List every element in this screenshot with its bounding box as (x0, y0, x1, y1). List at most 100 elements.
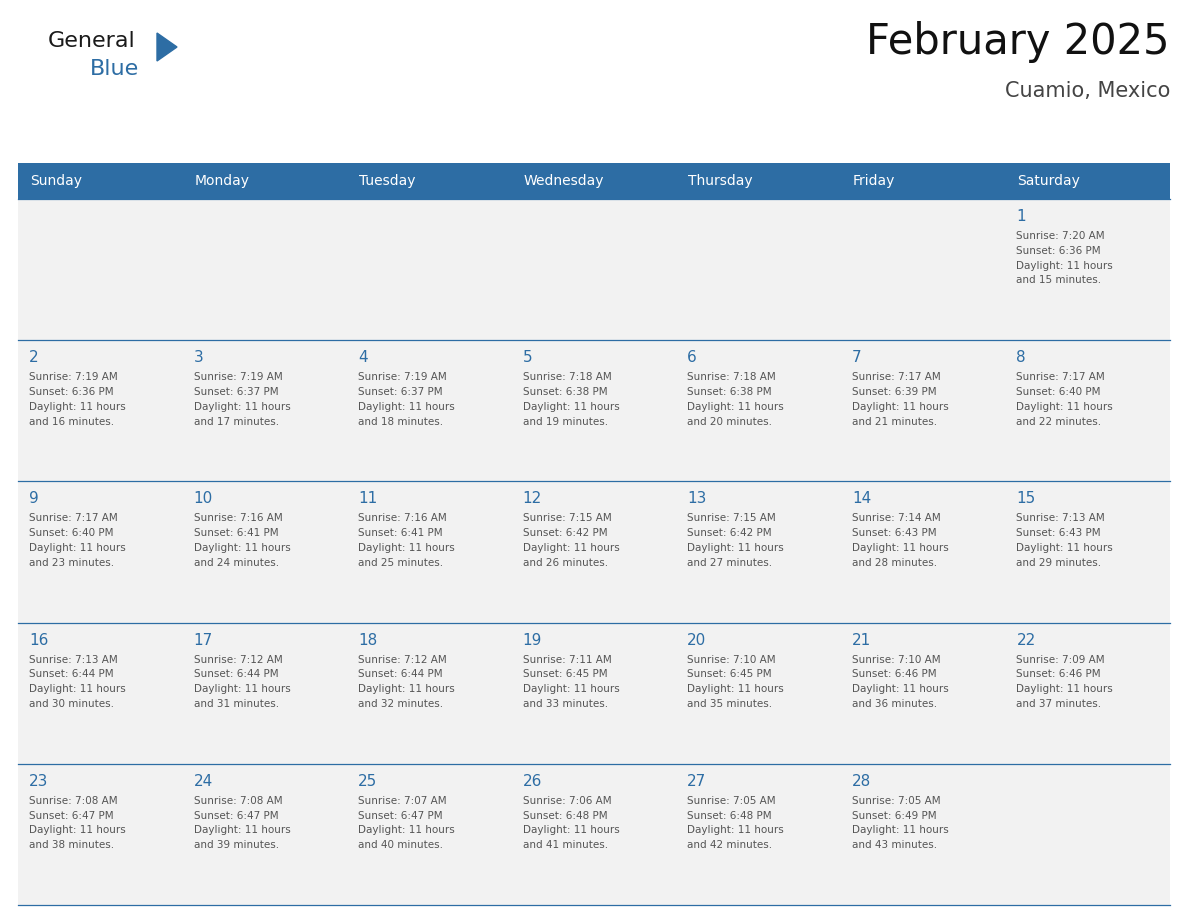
Text: 26: 26 (523, 774, 542, 789)
Text: and 22 minutes.: and 22 minutes. (1017, 417, 1101, 427)
Text: 10: 10 (194, 491, 213, 507)
Text: 25: 25 (358, 774, 378, 789)
Text: 23: 23 (29, 774, 49, 789)
Text: and 32 minutes.: and 32 minutes. (358, 699, 443, 709)
Text: and 33 minutes.: and 33 minutes. (523, 699, 608, 709)
Text: Sunset: 6:48 PM: Sunset: 6:48 PM (688, 811, 772, 821)
Bar (18, 764, 1170, 905)
Text: Sunrise: 7:15 AM: Sunrise: 7:15 AM (523, 513, 612, 523)
Text: Sunset: 6:48 PM: Sunset: 6:48 PM (523, 811, 607, 821)
Text: and 16 minutes.: and 16 minutes. (29, 417, 114, 427)
Text: General: General (48, 31, 135, 51)
Text: February 2025: February 2025 (866, 21, 1170, 63)
Text: Daylight: 11 hours: Daylight: 11 hours (358, 684, 455, 694)
Text: 19: 19 (523, 633, 542, 647)
Text: 18: 18 (358, 633, 378, 647)
Text: Daylight: 11 hours: Daylight: 11 hours (194, 402, 290, 412)
Text: Sunset: 6:42 PM: Sunset: 6:42 PM (523, 528, 607, 538)
Text: 17: 17 (194, 633, 213, 647)
Text: Sunrise: 7:20 AM: Sunrise: 7:20 AM (1017, 231, 1105, 241)
Text: Sunset: 6:47 PM: Sunset: 6:47 PM (29, 811, 114, 821)
Text: Sunset: 6:45 PM: Sunset: 6:45 PM (688, 669, 772, 679)
Text: 14: 14 (852, 491, 871, 507)
Text: Sunset: 6:36 PM: Sunset: 6:36 PM (1017, 246, 1101, 256)
Text: and 36 minutes.: and 36 minutes. (852, 699, 937, 709)
Text: 28: 28 (852, 774, 871, 789)
Text: Sunset: 6:47 PM: Sunset: 6:47 PM (358, 811, 443, 821)
Text: Sunrise: 7:14 AM: Sunrise: 7:14 AM (852, 513, 941, 523)
Text: Sunday: Sunday (30, 174, 82, 188)
Text: Sunrise: 7:10 AM: Sunrise: 7:10 AM (688, 655, 776, 665)
Text: Daylight: 11 hours: Daylight: 11 hours (1017, 684, 1113, 694)
Text: Daylight: 11 hours: Daylight: 11 hours (523, 402, 619, 412)
Text: and 18 minutes.: and 18 minutes. (358, 417, 443, 427)
Text: Sunset: 6:44 PM: Sunset: 6:44 PM (29, 669, 114, 679)
Text: Sunset: 6:37 PM: Sunset: 6:37 PM (358, 387, 443, 397)
Text: Daylight: 11 hours: Daylight: 11 hours (29, 543, 126, 553)
Text: 3: 3 (194, 350, 203, 365)
Text: Daylight: 11 hours: Daylight: 11 hours (29, 825, 126, 835)
Text: and 37 minutes.: and 37 minutes. (1017, 699, 1101, 709)
Text: Daylight: 11 hours: Daylight: 11 hours (29, 684, 126, 694)
Bar (18, 341, 1170, 481)
Text: and 28 minutes.: and 28 minutes. (852, 558, 937, 568)
Text: and 17 minutes.: and 17 minutes. (194, 417, 279, 427)
Text: Sunrise: 7:16 AM: Sunrise: 7:16 AM (194, 513, 283, 523)
Text: 8: 8 (1017, 350, 1026, 365)
Text: Sunset: 6:47 PM: Sunset: 6:47 PM (194, 811, 278, 821)
Text: Cuamio, Mexico: Cuamio, Mexico (1005, 81, 1170, 101)
Text: 7: 7 (852, 350, 861, 365)
Text: and 41 minutes.: and 41 minutes. (523, 840, 608, 850)
Text: Daylight: 11 hours: Daylight: 11 hours (523, 684, 619, 694)
Text: Daylight: 11 hours: Daylight: 11 hours (358, 402, 455, 412)
Text: 5: 5 (523, 350, 532, 365)
Text: Sunrise: 7:18 AM: Sunrise: 7:18 AM (523, 372, 612, 382)
Text: Daylight: 11 hours: Daylight: 11 hours (688, 402, 784, 412)
Text: and 20 minutes.: and 20 minutes. (688, 417, 772, 427)
Text: Sunset: 6:44 PM: Sunset: 6:44 PM (358, 669, 443, 679)
Text: Sunrise: 7:05 AM: Sunrise: 7:05 AM (688, 796, 776, 806)
Text: Sunrise: 7:08 AM: Sunrise: 7:08 AM (194, 796, 283, 806)
Text: and 42 minutes.: and 42 minutes. (688, 840, 772, 850)
Text: Sunset: 6:41 PM: Sunset: 6:41 PM (358, 528, 443, 538)
Text: Daylight: 11 hours: Daylight: 11 hours (194, 684, 290, 694)
Text: Sunrise: 7:12 AM: Sunrise: 7:12 AM (358, 655, 447, 665)
Text: Sunrise: 7:11 AM: Sunrise: 7:11 AM (523, 655, 612, 665)
Text: and 35 minutes.: and 35 minutes. (688, 699, 772, 709)
Text: Sunset: 6:38 PM: Sunset: 6:38 PM (688, 387, 772, 397)
Text: Sunset: 6:43 PM: Sunset: 6:43 PM (852, 528, 936, 538)
Text: and 19 minutes.: and 19 minutes. (523, 417, 608, 427)
Text: Sunrise: 7:19 AM: Sunrise: 7:19 AM (194, 372, 283, 382)
Text: Sunset: 6:39 PM: Sunset: 6:39 PM (852, 387, 936, 397)
Text: Daylight: 11 hours: Daylight: 11 hours (688, 684, 784, 694)
Text: Daylight: 11 hours: Daylight: 11 hours (1017, 402, 1113, 412)
Text: Sunset: 6:42 PM: Sunset: 6:42 PM (688, 528, 772, 538)
Text: Sunset: 6:45 PM: Sunset: 6:45 PM (523, 669, 607, 679)
Text: 11: 11 (358, 491, 378, 507)
Text: 2: 2 (29, 350, 39, 365)
Text: Sunset: 6:41 PM: Sunset: 6:41 PM (194, 528, 278, 538)
Text: Thursday: Thursday (688, 174, 753, 188)
Text: 15: 15 (1017, 491, 1036, 507)
Text: 9: 9 (29, 491, 39, 507)
Text: 24: 24 (194, 774, 213, 789)
Text: Sunrise: 7:17 AM: Sunrise: 7:17 AM (29, 513, 118, 523)
Text: Sunset: 6:36 PM: Sunset: 6:36 PM (29, 387, 114, 397)
Text: Daylight: 11 hours: Daylight: 11 hours (852, 402, 948, 412)
Text: and 38 minutes.: and 38 minutes. (29, 840, 114, 850)
Text: Sunrise: 7:08 AM: Sunrise: 7:08 AM (29, 796, 118, 806)
Text: 16: 16 (29, 633, 49, 647)
Bar (18, 163, 1170, 199)
Text: Sunset: 6:46 PM: Sunset: 6:46 PM (1017, 669, 1101, 679)
Text: Sunrise: 7:18 AM: Sunrise: 7:18 AM (688, 372, 776, 382)
Text: and 29 minutes.: and 29 minutes. (1017, 558, 1101, 568)
Text: and 30 minutes.: and 30 minutes. (29, 699, 114, 709)
Text: and 25 minutes.: and 25 minutes. (358, 558, 443, 568)
Text: 27: 27 (688, 774, 707, 789)
Text: Daylight: 11 hours: Daylight: 11 hours (523, 825, 619, 835)
Text: Monday: Monday (195, 174, 249, 188)
Text: Sunrise: 7:09 AM: Sunrise: 7:09 AM (1017, 655, 1105, 665)
Text: 4: 4 (358, 350, 368, 365)
Text: Sunrise: 7:05 AM: Sunrise: 7:05 AM (852, 796, 941, 806)
Text: Daylight: 11 hours: Daylight: 11 hours (688, 825, 784, 835)
